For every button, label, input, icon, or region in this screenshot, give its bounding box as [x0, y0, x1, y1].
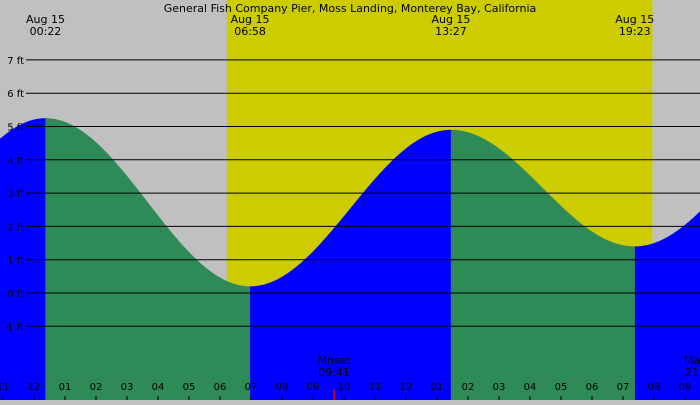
tide-area-rising — [0, 118, 46, 401]
tide-event-date: Aug 15 — [231, 13, 270, 26]
moonset-time: 09:41 — [318, 366, 350, 379]
tide-event-date: Aug 15 — [615, 13, 654, 26]
tide-event-time: 19:23 — [619, 25, 651, 38]
moonset-label: Mnset — [317, 354, 351, 367]
tide-area-falling — [450, 129, 635, 400]
moonrise-time: 21 — [685, 366, 699, 379]
hour-tick-label: 04 — [152, 382, 165, 393]
hour-tick-label: 10 — [338, 382, 351, 393]
y-tick-label: 7 ft — [7, 56, 24, 67]
tide-area-falling — [45, 118, 251, 401]
hour-tick-label: 08 — [648, 382, 661, 393]
hour-tick-label: 12 — [28, 382, 41, 393]
y-tick-label: 3 ft — [7, 189, 24, 200]
y-tick-label: 0 ft — [7, 289, 24, 300]
tide-event-date: Aug 15 — [431, 13, 470, 26]
tide-area-rising — [250, 129, 451, 400]
y-tick-label: -1 ft — [4, 322, 24, 333]
hour-tick-label: 01 — [431, 382, 444, 393]
hour-tick-label: 07 — [617, 382, 630, 393]
hour-tick-label: 05 — [555, 382, 568, 393]
hour-tick-label: 01 — [59, 382, 72, 393]
y-tick-label: 1 ft — [7, 256, 24, 267]
y-tick-label: 6 ft — [7, 89, 24, 100]
hour-tick-label: 09 — [307, 382, 320, 393]
tide-event-time: 13:27 — [435, 25, 467, 38]
tide-event-date: Aug 15 — [26, 13, 65, 26]
hour-tick-label: 09 — [679, 382, 692, 393]
hour-tick-label: 03 — [121, 382, 134, 393]
hour-tick-label: 02 — [462, 382, 475, 393]
tide-event-time: 00:22 — [30, 25, 62, 38]
tide-event-time: 06:58 — [234, 25, 266, 38]
hour-tick-label: 03 — [493, 382, 506, 393]
hour-tick-label: 11 — [369, 382, 382, 393]
hour-tick-label: 06 — [214, 382, 227, 393]
chart-title: General Fish Company Pier, Moss Landing,… — [164, 2, 537, 15]
moonrise-label: Ma — [684, 354, 700, 367]
hour-tick-label: 11 — [0, 382, 9, 393]
hour-tick-label: 06 — [586, 382, 599, 393]
tide-area-rising — [634, 211, 700, 400]
hour-tick-label: 12 — [400, 382, 413, 393]
y-tick-label: 5 ft — [7, 123, 24, 134]
y-tick-label: 2 ft — [7, 222, 24, 233]
hour-tick-label: 05 — [183, 382, 196, 393]
hour-tick-label: 02 — [90, 382, 103, 393]
hour-tick-label: 08 — [276, 382, 289, 393]
y-tick-label: 4 ft — [7, 156, 24, 167]
hour-tick-label: 07 — [245, 382, 258, 393]
hour-tick-label: 04 — [524, 382, 537, 393]
